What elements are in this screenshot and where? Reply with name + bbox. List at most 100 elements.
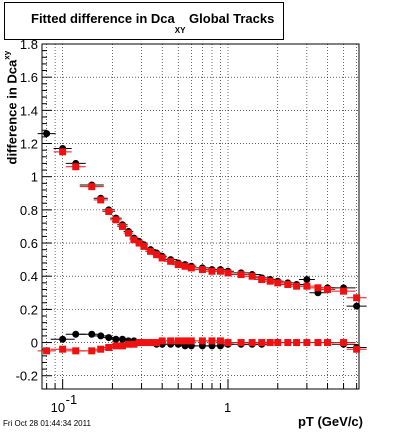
y-tick-label: 1.2	[20, 137, 38, 152]
data-point	[198, 266, 206, 274]
data-point	[105, 334, 113, 342]
data-point	[59, 335, 67, 343]
data-point	[258, 276, 266, 284]
data-point	[187, 264, 195, 272]
data-point	[167, 257, 175, 265]
data-point	[140, 242, 148, 250]
data-point	[258, 339, 266, 347]
data-point	[135, 239, 143, 247]
data-point	[224, 339, 232, 347]
data-point	[153, 251, 161, 259]
data-point	[130, 340, 138, 348]
data-point	[274, 339, 282, 347]
data-point	[72, 330, 80, 338]
y-tick-label: 0	[31, 336, 38, 351]
data-point	[174, 337, 182, 345]
data-point	[147, 339, 155, 347]
data-point	[167, 337, 175, 345]
data-point	[284, 339, 292, 347]
data-point	[118, 342, 126, 350]
data-point	[198, 337, 206, 345]
data-point	[97, 196, 105, 204]
data-point	[266, 277, 274, 285]
data-point	[216, 337, 224, 345]
data-point	[105, 208, 113, 216]
data-point	[293, 339, 301, 347]
y-tick-label: 0.6	[20, 236, 38, 251]
data-point	[59, 148, 67, 156]
data-point	[72, 163, 80, 171]
data-point	[303, 276, 311, 284]
data-point	[314, 284, 322, 292]
data-point	[43, 347, 51, 355]
data-point	[208, 267, 216, 275]
data-point	[88, 183, 96, 191]
x-tick-exponent: -1	[66, 392, 78, 407]
data-point	[72, 347, 80, 355]
y-tick-label: 1.8	[20, 37, 38, 52]
x-tick-label: 1	[224, 400, 231, 415]
chart-title: Fitted difference in DcaXY Global Tracks	[31, 11, 275, 35]
data-point	[340, 287, 348, 295]
data-point	[248, 339, 256, 347]
x-axis-label: pT (GeV/c)	[297, 414, 363, 429]
data-point	[147, 247, 155, 255]
y-tick-label: -0.2	[16, 369, 38, 384]
data-point	[140, 339, 148, 347]
data-point	[284, 281, 292, 289]
data-point	[174, 261, 182, 269]
data-point	[124, 229, 132, 237]
y-tick-label: 1	[31, 170, 38, 185]
data-point	[237, 339, 245, 347]
chart-points	[37, 130, 367, 355]
data-point	[314, 339, 322, 347]
data-point	[293, 282, 301, 290]
data-point	[353, 345, 361, 353]
data-point	[112, 216, 120, 224]
data-point	[303, 282, 311, 290]
data-point	[187, 337, 195, 345]
data-point	[303, 339, 311, 347]
y-tick-label: 0.2	[20, 302, 38, 317]
data-point	[324, 285, 332, 293]
data-point	[181, 262, 189, 270]
data-point	[274, 279, 282, 287]
data-point	[353, 294, 361, 302]
data-point	[135, 339, 143, 347]
x-tick-label: 10	[51, 400, 65, 415]
y-axis-label: difference in Dcaxy	[2, 50, 20, 165]
y-tick-label: 0.8	[20, 203, 38, 218]
data-point	[112, 335, 120, 343]
plot-area-border	[41, 43, 360, 390]
chart-grid	[42, 43, 359, 389]
data-point	[158, 337, 166, 345]
data-point	[158, 254, 166, 262]
data-point	[59, 345, 67, 353]
data-point	[237, 271, 245, 279]
data-point	[353, 302, 361, 310]
data-point	[248, 272, 256, 280]
y-tick-label: 1.6	[20, 70, 38, 85]
data-point	[340, 339, 348, 347]
data-point	[97, 345, 105, 353]
y-tick-label: 0.4	[20, 269, 38, 284]
data-point	[88, 330, 96, 338]
data-point	[88, 347, 96, 355]
timestamp-footer: Fri Oct 28 01:44:34 2011	[3, 419, 91, 428]
data-point	[181, 337, 189, 345]
data-point	[153, 339, 161, 347]
chart-title-box: Fitted difference in DcaXY Global Tracks	[4, 2, 284, 40]
data-point	[266, 339, 274, 347]
data-point	[118, 222, 126, 230]
data-point	[112, 342, 120, 350]
y-tick-label: 1.4	[20, 103, 38, 118]
chart-axes: -0.2 0 0.2 0.4 0.6 0.8 1 1.2 1.4 1.6 1.8 10-1 1	[16, 37, 358, 415]
data-point	[118, 335, 126, 343]
data-point	[224, 269, 232, 277]
data-point	[130, 236, 138, 244]
data-point	[124, 340, 132, 348]
plot-frame	[41, 43, 360, 390]
data-point	[324, 339, 332, 347]
data-point	[216, 267, 224, 275]
